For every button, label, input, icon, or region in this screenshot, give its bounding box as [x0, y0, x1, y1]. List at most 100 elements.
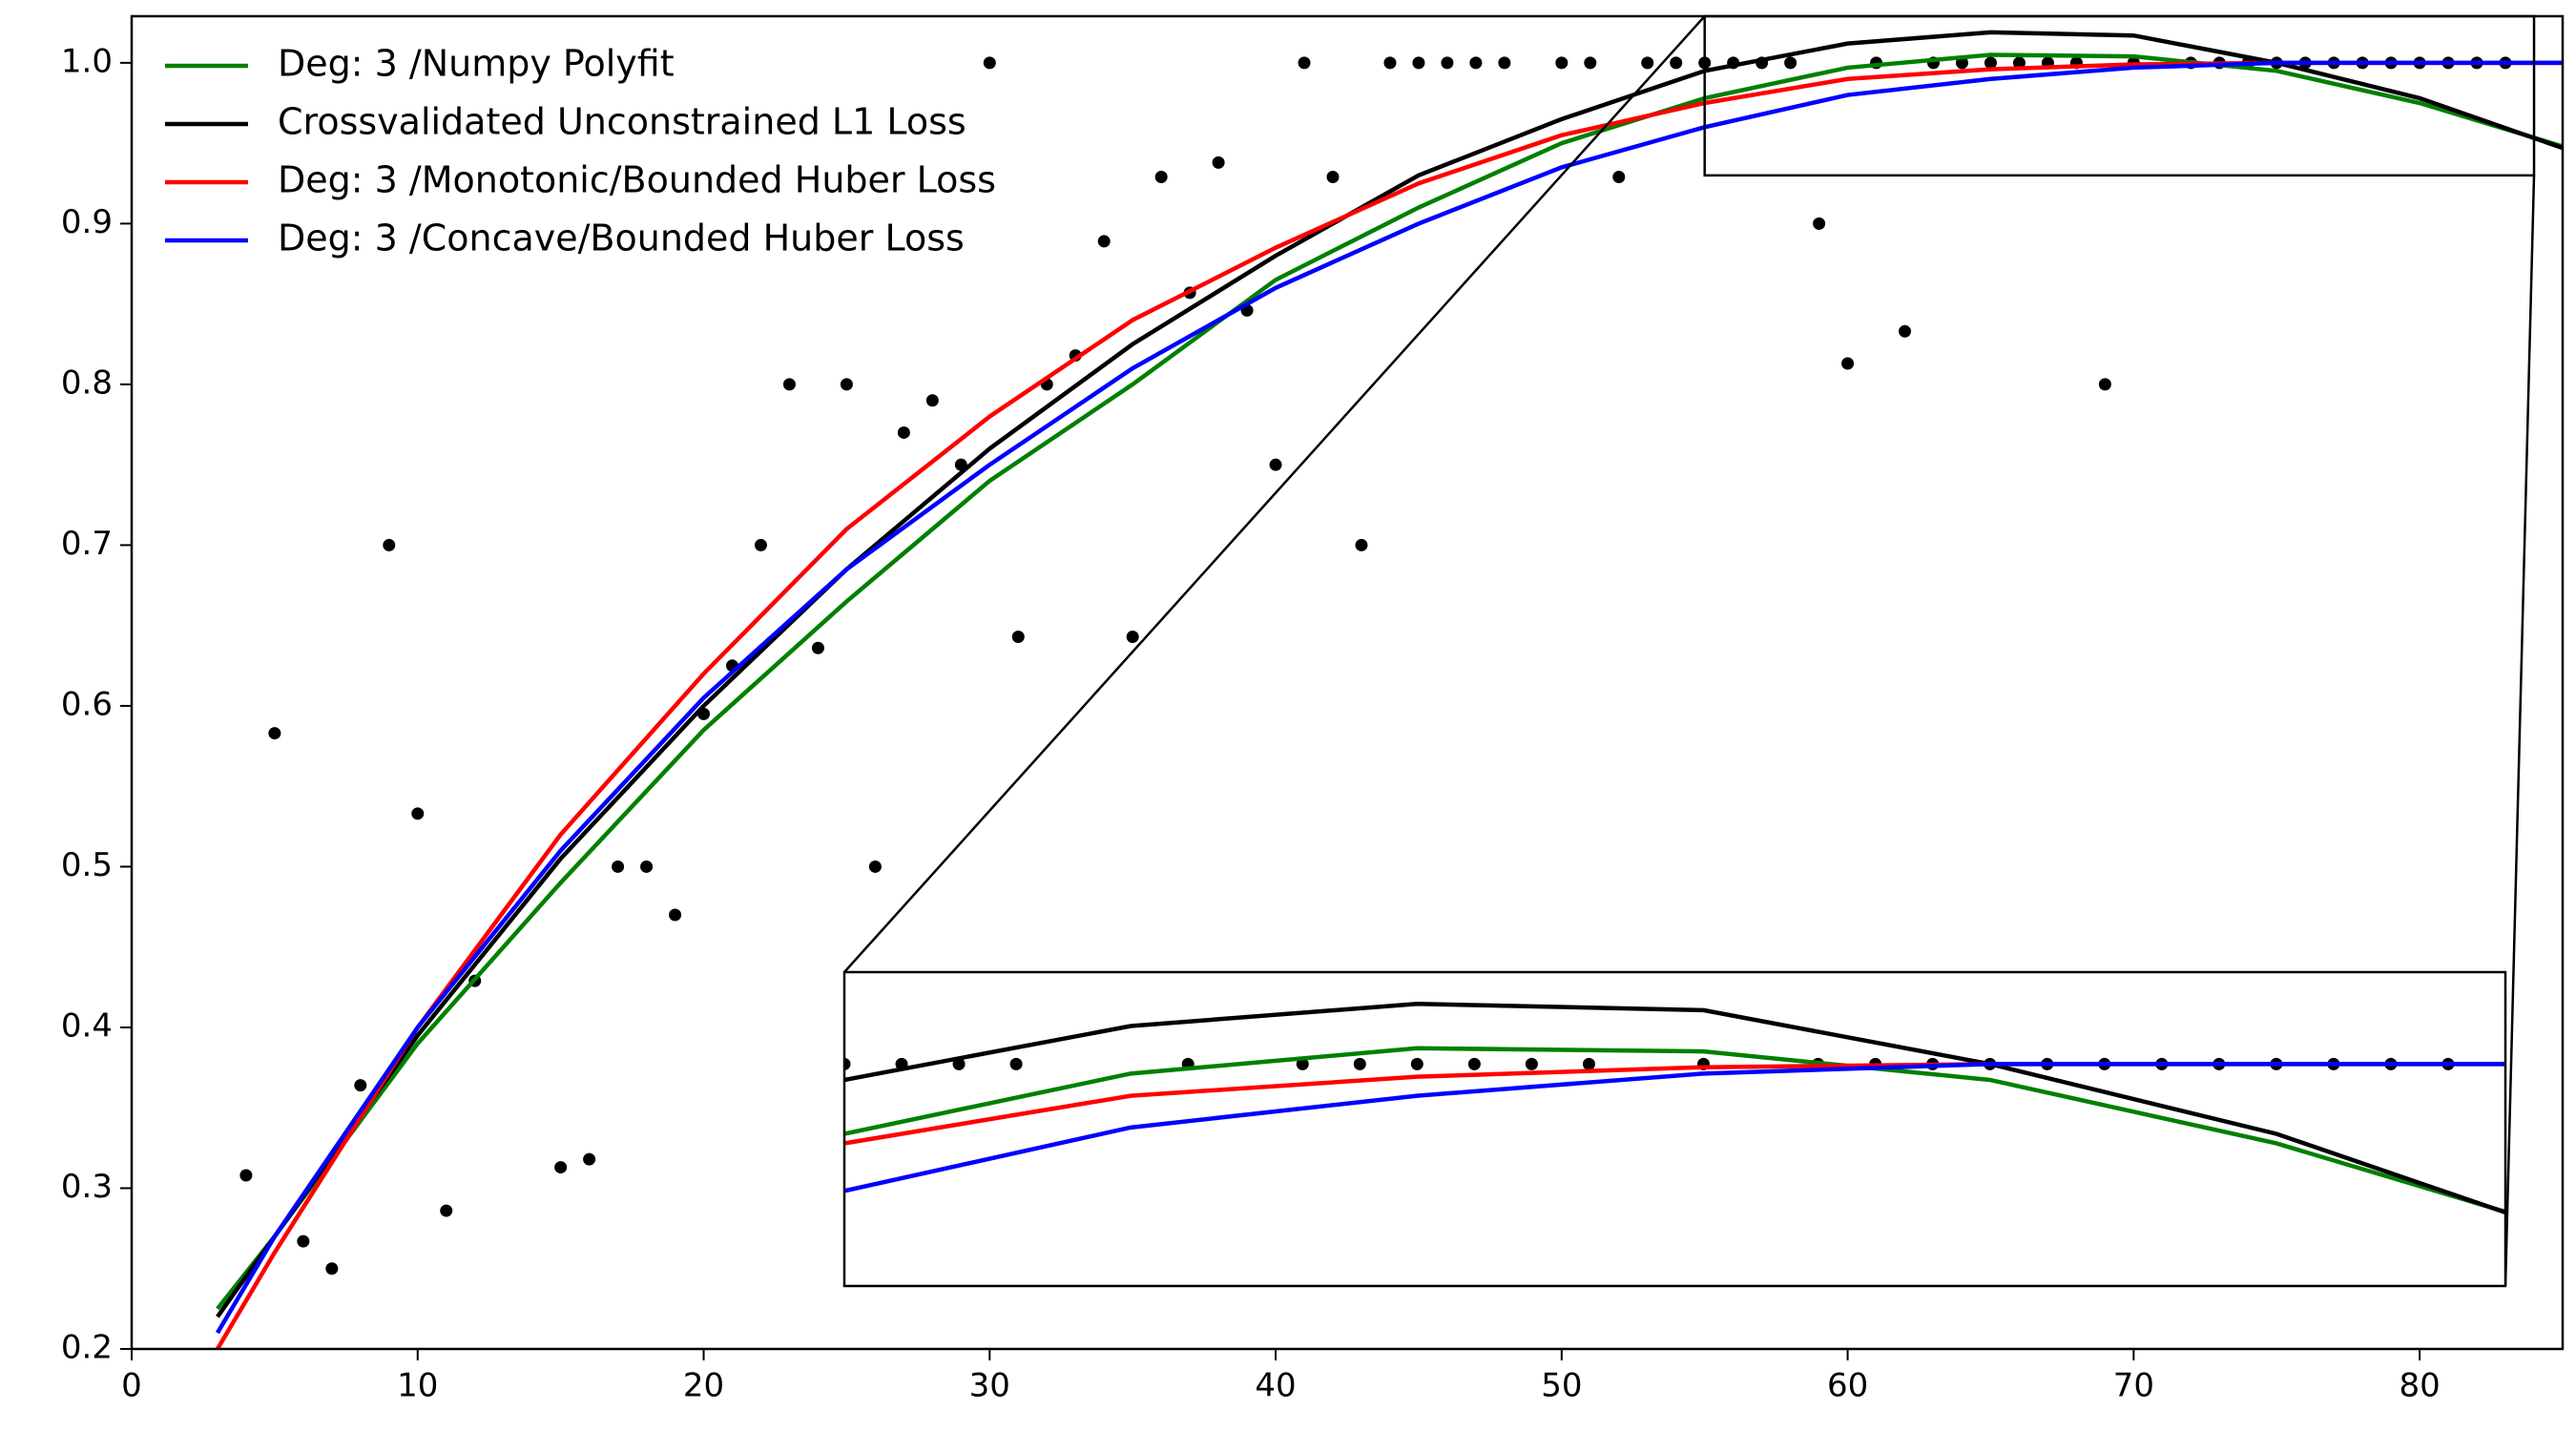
legend-label: Deg: 3 /Concave/Bounded Huber Loss	[278, 218, 965, 259]
plot-area	[215, 30, 2563, 1349]
series-line	[844, 1062, 2505, 1146]
data-point	[322, 1058, 335, 1070]
data-point	[640, 860, 654, 873]
axes-frame	[842, 970, 2507, 1288]
data-point	[440, 1204, 453, 1217]
legend-label: Deg: 3 /Monotonic/Bounded Huber Loss	[278, 159, 996, 201]
x-tick-label: 60	[1827, 1367, 1868, 1405]
data-point	[325, 1262, 339, 1275]
data-point	[1011, 630, 1025, 643]
data-point	[1068, 1375, 1080, 1387]
y-tick-label: 0.5	[61, 846, 113, 884]
data-point	[1612, 171, 1626, 184]
data-point	[265, 1058, 278, 1070]
data-point	[897, 425, 910, 439]
data-point	[840, 378, 853, 391]
plot-area	[36, 1001, 2505, 1387]
data-point	[411, 807, 425, 820]
data-point	[1326, 171, 1340, 184]
data-point	[1097, 235, 1111, 248]
data-point	[36, 1058, 49, 1070]
x-tick-label: 40	[1255, 1367, 1296, 1405]
data-point	[925, 394, 939, 407]
data-point	[609, 1058, 621, 1070]
zoom-connector	[843, 15, 1706, 973]
legend-label: Deg: 3 /Numpy Polyfit	[278, 43, 675, 85]
data-point	[1670, 56, 1683, 70]
x-tick-label: 70	[2113, 1367, 2154, 1405]
zoom-box	[1703, 14, 2536, 177]
data-point	[268, 727, 281, 740]
data-point	[239, 1169, 253, 1182]
data-point	[297, 1234, 310, 1248]
data-point	[1584, 56, 1597, 70]
data-point	[811, 641, 824, 654]
data-point	[780, 1058, 793, 1070]
x-tick-label: 0	[121, 1367, 142, 1405]
data-point	[93, 1283, 106, 1296]
data-point	[1641, 56, 1654, 70]
data-point	[383, 538, 396, 551]
zoom-connector	[2503, 175, 2536, 1287]
data-point	[1154, 171, 1168, 184]
y-tick-label: 0.7	[61, 525, 113, 563]
y-tick-label: 0.8	[61, 363, 113, 402]
series-line	[215, 60, 2563, 1335]
data-point	[1298, 56, 1311, 70]
data-point	[1009, 1057, 1023, 1070]
data-point	[1383, 56, 1397, 70]
y-tick-label: 0.2	[61, 1329, 113, 1367]
data-point	[1984, 56, 1997, 70]
data-point	[612, 860, 625, 873]
data-point	[1355, 538, 1368, 551]
data-point	[1555, 56, 1568, 70]
series-line	[844, 1062, 2505, 1193]
series-line	[844, 1046, 2505, 1214]
y-tick-label: 0.6	[61, 685, 113, 723]
x-tick-label: 50	[1541, 1367, 1582, 1405]
data-point	[723, 1058, 736, 1070]
data-point	[1525, 1057, 1538, 1070]
data-point	[1498, 56, 1511, 70]
data-point	[1841, 357, 1855, 370]
y-tick-label: 0.3	[61, 1168, 113, 1206]
data-point	[1296, 1057, 1309, 1070]
data-point	[1467, 1057, 1481, 1070]
y-tick-label: 1.0	[61, 42, 113, 80]
data-point	[583, 1152, 596, 1166]
data-point	[1353, 1057, 1366, 1070]
y-tick-label: 0.4	[61, 1006, 113, 1045]
data-point	[1899, 324, 1912, 338]
data-point	[1469, 56, 1483, 70]
data-point	[669, 908, 682, 922]
data-point	[1212, 156, 1225, 169]
series-line	[215, 60, 2563, 1349]
data-point	[754, 538, 767, 551]
data-point	[1582, 1057, 1595, 1070]
legend-label: Crossvalidated Unconstrained L1 Loss	[278, 101, 966, 143]
data-point	[1269, 458, 1282, 471]
axes-frame	[130, 14, 2565, 1351]
x-tick-label: 10	[397, 1367, 438, 1405]
data-point	[1410, 1057, 1423, 1070]
data-point	[354, 1079, 367, 1092]
x-tick-label: 20	[683, 1367, 724, 1405]
data-point	[1784, 56, 1797, 70]
y-tick-label: 0.9	[61, 203, 113, 241]
x-tick-label: 30	[969, 1367, 1010, 1405]
data-point	[666, 1283, 678, 1296]
data-point	[437, 1058, 449, 1070]
data-point	[1441, 56, 1454, 70]
data-point	[2098, 378, 2111, 391]
data-point	[208, 1058, 220, 1070]
data-point	[554, 1161, 568, 1174]
data-point	[983, 56, 996, 70]
data-point	[2012, 56, 2025, 70]
data-point	[1412, 56, 1425, 70]
data-point	[868, 860, 882, 873]
data-point	[844, 1057, 851, 1070]
x-tick-label: 80	[2399, 1367, 2440, 1405]
data-point	[1813, 217, 1826, 230]
data-point	[782, 378, 796, 391]
